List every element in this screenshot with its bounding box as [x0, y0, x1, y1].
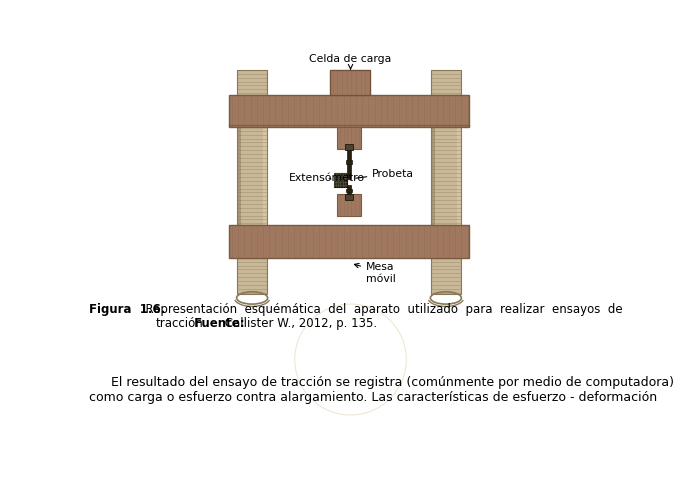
Bar [337, 194, 360, 216]
Bar [330, 71, 370, 96]
Bar [347, 162, 350, 179]
Text: Mesa
móvil: Mesa móvil [354, 262, 396, 283]
Bar [337, 128, 360, 149]
Text: Extensómetro: Extensómetro [289, 173, 365, 183]
Bar [457, 128, 460, 225]
Bar [431, 128, 435, 225]
Bar [345, 194, 353, 201]
Text: Fuente:: Fuente: [190, 316, 245, 329]
Text: Celda de carga: Celda de carga [309, 54, 392, 70]
Text: Probeta: Probeta [356, 169, 415, 179]
Text: Callister W., 2012, p. 135.: Callister W., 2012, p. 135. [221, 316, 378, 329]
Bar [237, 259, 267, 295]
Text: tracción.: tracción. [155, 316, 207, 329]
Text: Figura  1.6.: Figura 1.6. [90, 302, 166, 315]
Bar [330, 71, 370, 96]
Text: El resultado del ensayo de tracción se registra (comúnmente por medio de computa: El resultado del ensayo de tracción se r… [99, 375, 674, 388]
Bar [237, 71, 267, 96]
Bar [431, 128, 460, 225]
Bar [229, 96, 469, 128]
Bar [334, 174, 347, 188]
Bar [263, 128, 267, 225]
Bar [346, 189, 352, 193]
Bar [237, 128, 267, 225]
Bar [347, 185, 352, 196]
Bar [431, 71, 460, 96]
Text: Representación  esquémática  del  aparato  utilizado  para  realizar  ensayos  d: Representación esquémática del aparato u… [138, 302, 623, 315]
Bar [229, 225, 469, 259]
Bar [346, 161, 352, 165]
Text: como carga o esfuerzo contra alargamiento. Las características de esfuerzo - def: como carga o esfuerzo contra alargamient… [90, 391, 657, 403]
Bar [237, 128, 241, 225]
Bar [345, 145, 353, 151]
Bar [431, 259, 460, 295]
Bar [347, 149, 352, 161]
